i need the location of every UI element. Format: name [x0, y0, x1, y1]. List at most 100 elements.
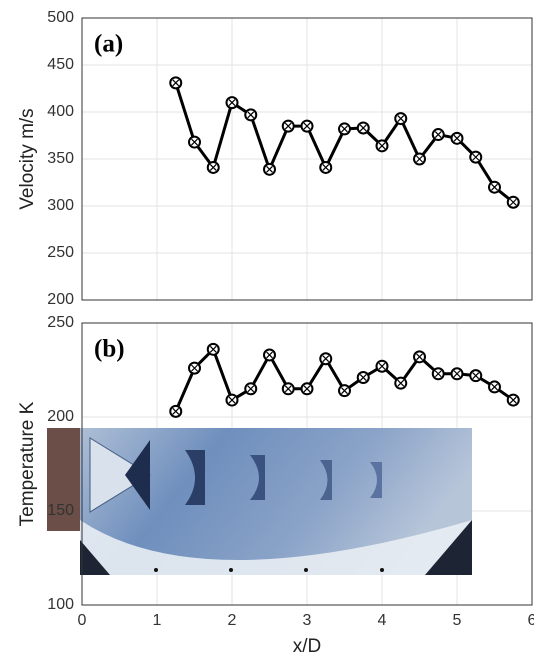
point-cross	[472, 153, 480, 161]
data-point	[281, 119, 295, 133]
data-point	[431, 367, 445, 381]
data-point	[319, 160, 333, 174]
point-cross	[191, 364, 198, 372]
point-cross	[509, 396, 517, 404]
point-cross	[284, 385, 292, 393]
point-cross	[303, 122, 311, 130]
point-cross	[416, 353, 423, 361]
schlieren-photo	[47, 428, 472, 575]
panel-label: (b)	[94, 336, 125, 363]
point-cross	[434, 131, 442, 138]
data-point	[225, 96, 239, 110]
x-tick-label: 6	[528, 612, 534, 629]
data-point	[188, 135, 201, 149]
y-tick-label: 200	[47, 408, 74, 425]
data-point	[394, 112, 408, 126]
point-cross	[322, 164, 330, 171]
point-cross	[397, 115, 405, 123]
data-point	[356, 121, 370, 135]
y-tick-label: 500	[47, 9, 74, 26]
data-point	[375, 139, 389, 153]
point-cross	[209, 345, 217, 353]
data-point	[206, 342, 220, 356]
point-cross	[266, 165, 273, 173]
point-cross	[228, 396, 236, 404]
data-point	[169, 404, 183, 418]
point-cross	[266, 351, 273, 359]
x-tick-label: 2	[228, 612, 237, 629]
data-point	[506, 393, 520, 407]
point-cross	[341, 125, 348, 133]
data-point	[356, 371, 370, 385]
point-cross	[453, 370, 461, 378]
data-point	[188, 361, 201, 375]
x-tick-label: 5	[453, 612, 462, 629]
data-point	[413, 350, 426, 364]
data-point	[225, 393, 239, 407]
point-cross	[378, 362, 386, 370]
point-cross	[172, 407, 180, 415]
data-point	[338, 122, 351, 136]
point-cross	[191, 138, 198, 146]
point-cross	[491, 183, 498, 191]
x-tick-label: 0	[78, 612, 87, 629]
y-tick-label: 350	[47, 150, 74, 167]
plot-frame	[81, 17, 533, 301]
data-point	[263, 162, 276, 176]
data-point	[263, 348, 276, 362]
y-tick-label: 250	[47, 244, 74, 261]
data-point	[488, 180, 501, 194]
point-cross	[378, 142, 386, 150]
y-tick-label: 400	[47, 103, 74, 120]
point-cross	[397, 379, 405, 387]
panel-label: (a)	[94, 31, 123, 58]
data-point	[300, 119, 314, 133]
point-cross	[247, 111, 255, 119]
data-point	[394, 376, 408, 390]
data-point	[488, 380, 501, 394]
y-tick-label: 150	[47, 502, 74, 519]
point-cross	[472, 372, 480, 380]
data-point	[506, 195, 520, 209]
y-tick-label: 200	[47, 291, 74, 308]
data-point	[244, 108, 258, 122]
data-point	[281, 382, 295, 396]
point-cross	[434, 370, 442, 378]
x-tick-label: 3	[303, 612, 312, 629]
data-point	[469, 150, 483, 164]
point-cross	[209, 164, 217, 171]
point-cross	[284, 122, 292, 130]
data-point	[431, 128, 445, 142]
x-tick-label: 1	[153, 612, 162, 629]
data-point	[413, 152, 426, 166]
point-cross	[416, 155, 423, 163]
point-cross	[359, 124, 367, 132]
data-point	[244, 382, 258, 396]
data-point	[469, 369, 483, 383]
point-cross	[247, 385, 255, 393]
data-point	[300, 382, 314, 396]
point-cross	[359, 374, 367, 381]
y-tick-label: 450	[47, 56, 74, 73]
data-point	[319, 352, 333, 366]
data-point	[450, 131, 464, 145]
y-tick-label: 300	[47, 197, 74, 214]
data-point	[375, 359, 389, 373]
point-cross	[453, 134, 461, 142]
plot-frame	[81, 322, 533, 606]
point-cross	[172, 79, 180, 87]
x-axis-label: x/D	[293, 636, 322, 657]
y-axis-label: Velocity m/s	[17, 108, 38, 209]
data-point	[206, 160, 220, 174]
y-tick-label: 250	[47, 314, 74, 331]
point-cross	[303, 385, 311, 393]
point-cross	[491, 383, 498, 391]
x-tick-label: 4	[378, 612, 387, 629]
point-cross	[341, 387, 348, 395]
point-cross	[228, 99, 236, 107]
data-point	[450, 367, 464, 381]
point-cross	[322, 355, 330, 363]
y-tick-label: 100	[47, 596, 74, 613]
